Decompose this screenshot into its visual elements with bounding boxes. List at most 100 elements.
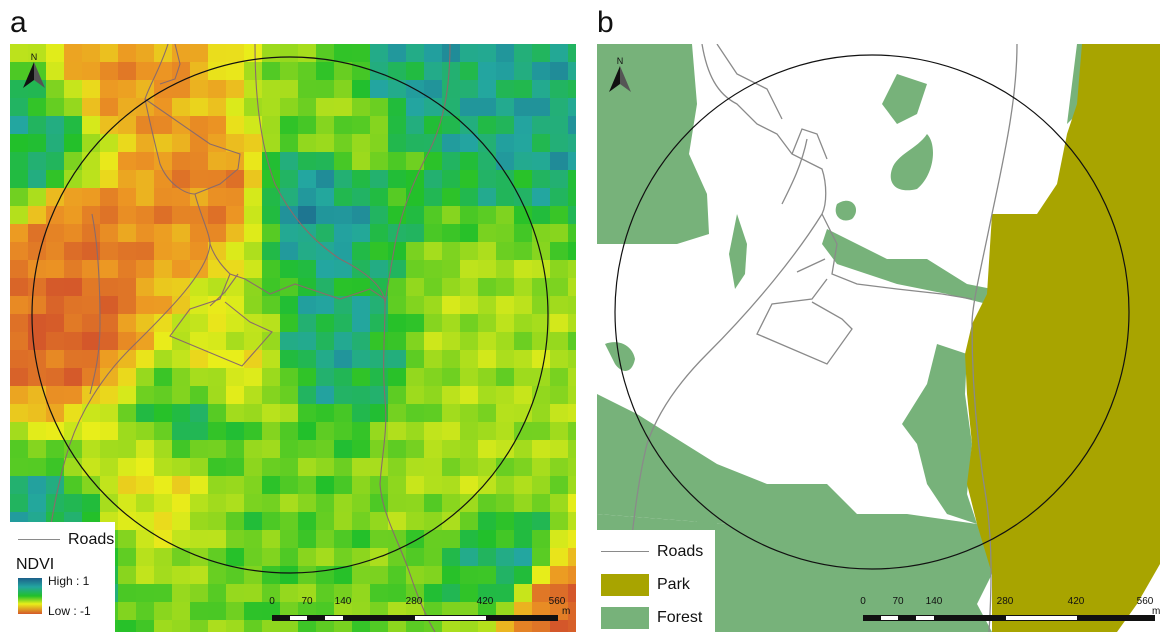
ndvi-cell	[118, 584, 137, 603]
ndvi-cell	[388, 584, 407, 603]
ndvi-cell	[190, 314, 209, 333]
ndvi-cell	[352, 296, 371, 315]
ndvi-cell	[208, 260, 227, 279]
ndvi-cell	[496, 620, 515, 632]
ndvi-cell	[568, 620, 576, 632]
ndvi-cell	[154, 296, 173, 315]
ndvi-cell	[244, 458, 263, 477]
ndvi-cell	[532, 476, 551, 495]
ndvi-cell	[190, 152, 209, 171]
ndvi-cell	[154, 386, 173, 405]
ndvi-cell	[424, 512, 443, 531]
ndvi-cell	[532, 242, 551, 261]
ndvi-cell	[514, 458, 533, 477]
ndvi-cell	[208, 80, 227, 99]
ndvi-cell	[208, 566, 227, 585]
ndvi-cell	[64, 458, 83, 477]
ndvi-cell	[334, 314, 353, 333]
ndvi-cell	[226, 314, 245, 333]
ndvi-cell	[172, 620, 191, 632]
ndvi-cell	[442, 332, 461, 351]
ndvi-cell	[190, 566, 209, 585]
ndvi-cell	[100, 260, 119, 279]
ndvi-cell	[478, 620, 497, 632]
ndvi-cell	[406, 476, 425, 495]
ndvi-cell	[154, 620, 173, 632]
ndvi-cell	[532, 278, 551, 297]
ndvi-cell	[316, 620, 335, 632]
ndvi-cell	[298, 296, 317, 315]
ndvi-cell	[298, 80, 317, 99]
ndvi-cell	[46, 314, 65, 333]
ndvi-cell	[82, 152, 101, 171]
ndvi-cell	[442, 440, 461, 459]
ndvi-cell	[496, 188, 515, 207]
ndvi-cell	[82, 62, 101, 81]
ndvi-cell	[370, 62, 389, 81]
ndvi-cell	[208, 584, 227, 603]
ndvi-cell	[226, 350, 245, 369]
ndvi-cell	[352, 80, 371, 99]
ndvi-cell	[442, 98, 461, 117]
ndvi-cell	[262, 440, 281, 459]
ndvi-cell	[190, 170, 209, 189]
ndvi-cell	[262, 350, 281, 369]
ndvi-cell	[442, 422, 461, 441]
ndvi-cell	[424, 548, 443, 567]
ndvi-cell	[172, 242, 191, 261]
ndvi-cell	[28, 206, 47, 225]
road	[209, 243, 386, 300]
ndvi-cell	[406, 620, 425, 632]
ndvi-cell	[82, 242, 101, 261]
ndvi-cell	[514, 350, 533, 369]
ndvi-cell	[532, 530, 551, 549]
ndvi-cell	[226, 44, 245, 63]
ndvi-cell	[316, 134, 335, 153]
ndvi-cell	[514, 566, 533, 585]
ndvi-cell	[64, 116, 83, 135]
ndvi-cell	[298, 134, 317, 153]
ndvi-cell	[352, 116, 371, 135]
ndvi-cell	[172, 440, 191, 459]
ndvi-cell	[478, 440, 497, 459]
ndvi-cell	[226, 116, 245, 135]
road	[254, 44, 436, 632]
ndvi-cell	[550, 350, 569, 369]
ndvi-cell	[118, 404, 137, 423]
ndvi-cell	[280, 386, 299, 405]
ndvi-cell	[298, 494, 317, 513]
ndvi-cell	[118, 134, 137, 153]
ndvi-cell	[136, 62, 155, 81]
ndvi-cell	[82, 134, 101, 153]
ndvi-cell	[514, 242, 533, 261]
ndvi-cell	[388, 98, 407, 117]
ndvi-cell	[370, 80, 389, 99]
ndvi-cell	[334, 260, 353, 279]
ndvi-cell	[190, 620, 209, 632]
ndvi-cell	[226, 548, 245, 567]
ndvi-cell	[568, 296, 576, 315]
ndvi-cell	[406, 314, 425, 333]
ndvi-cell	[46, 134, 65, 153]
ndvi-cell	[316, 530, 335, 549]
park-area	[965, 44, 1160, 632]
ndvi-cell	[568, 404, 576, 423]
ndvi-cell	[406, 458, 425, 477]
ndvi-cell	[460, 170, 479, 189]
ndvi-cell	[550, 620, 569, 632]
ndvi-cell	[172, 584, 191, 603]
ndvi-cell	[388, 620, 407, 632]
legend-roads-label: Roads	[68, 531, 115, 548]
ndvi-cell	[172, 62, 191, 81]
ndvi-cell	[352, 530, 371, 549]
ndvi-cell	[478, 548, 497, 567]
ndvi-cell	[280, 98, 299, 117]
ndvi-cell	[496, 566, 515, 585]
ndvi-cell	[46, 476, 65, 495]
ndvi-cell	[334, 512, 353, 531]
ndvi-cell	[262, 134, 281, 153]
ndvi-cell	[406, 494, 425, 513]
ndvi-cell	[154, 62, 173, 81]
ndvi-cell	[208, 62, 227, 81]
ndvi-cell	[280, 512, 299, 531]
